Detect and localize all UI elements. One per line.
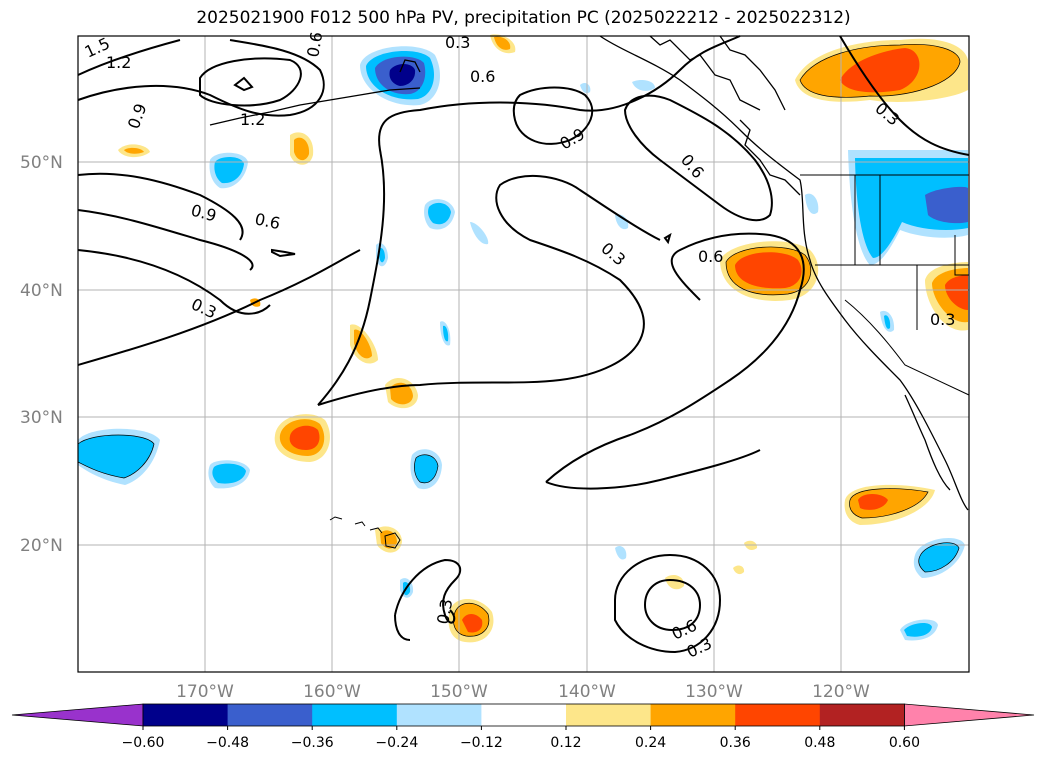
precip-blob <box>735 252 802 289</box>
precip-blob <box>632 80 655 91</box>
lat-label: 40°N <box>20 281 63 301</box>
precip-blob <box>354 329 372 359</box>
lon-label: 140°W <box>558 682 616 702</box>
colorbar-segment <box>735 704 821 726</box>
contour-label: 0.6 <box>253 209 282 233</box>
contour-label: 0.6 <box>303 30 326 58</box>
precip-blob <box>904 623 932 637</box>
lon-axis-labels: 170°W 160°W 150°W 140°W 130°W 120°W <box>176 682 870 702</box>
precip-blob <box>615 546 627 560</box>
precip-blob <box>855 158 968 258</box>
colorbar-tick-label: 0.36 <box>720 735 751 751</box>
precip-blob <box>414 454 438 483</box>
precip-blob <box>389 64 416 86</box>
lon-label: 130°W <box>685 682 743 702</box>
precip-blob <box>884 315 891 329</box>
lon-label: 170°W <box>176 682 234 702</box>
colorbar-extend-min <box>11 703 144 727</box>
colorbar-tick-label: −0.24 <box>375 735 418 751</box>
contour-label: 0.3 <box>445 33 470 52</box>
colorbar-extend-max <box>904 703 1035 727</box>
lon-label: 120°W <box>812 682 870 702</box>
colorbar-segment <box>481 704 567 726</box>
lat-label: 50°N <box>20 153 63 173</box>
precip-blob <box>945 275 968 310</box>
precip-blob <box>212 463 246 484</box>
precip-blob <box>428 202 451 225</box>
precip-blob <box>580 82 591 94</box>
precip-outline <box>77 44 961 637</box>
colorbar-tick-label: 0.48 <box>804 735 835 751</box>
pv-contours <box>77 35 970 654</box>
precip-blob <box>124 147 144 154</box>
contour-label: 0.6 <box>470 67 495 86</box>
precip-blob <box>733 565 745 575</box>
precip-blob <box>925 186 968 224</box>
colorbar-tick-label: 0.60 <box>889 735 920 751</box>
precip-blob <box>665 574 685 590</box>
precip-blob <box>470 222 489 245</box>
islands <box>329 516 401 549</box>
contour-label: 1.2 <box>240 110 265 129</box>
precip-blob <box>390 382 413 405</box>
colorbar-segment <box>143 704 229 726</box>
lat-label: 30°N <box>20 408 63 428</box>
precip-blob <box>443 325 449 342</box>
precip-blob <box>918 542 959 572</box>
figure-title: 2025021900 F012 500 hPa PV, precipitatio… <box>196 8 851 28</box>
colorbar-segment <box>312 704 398 726</box>
colorbar-segment <box>227 704 313 726</box>
colorbar-tick-label: −0.48 <box>206 735 249 751</box>
precip-blob <box>379 248 385 263</box>
lat-axis-labels: 50°N 40°N 30°N 20°N <box>20 153 63 556</box>
map-panel: 1.5 1.2 1.2 0.9 0.6 0.9 0.6 0.3 0.6 0.9 … <box>77 30 970 673</box>
precip-blob <box>294 137 310 161</box>
colorbar-segment <box>566 704 652 726</box>
precip-shading <box>78 34 968 643</box>
colorbar-tick-label: −0.36 <box>291 735 334 751</box>
precip-blob <box>289 425 320 450</box>
precip-blob <box>494 36 511 50</box>
precip-blob <box>214 156 244 184</box>
precip-blob <box>380 530 397 549</box>
contour-label: 0.3 <box>930 310 955 329</box>
colorbar: −0.60 −0.48 −0.36 −0.24 −0.12 0.12 0.24 0.36 0.4… <box>11 703 1035 751</box>
map-frame <box>77 35 970 673</box>
borders <box>800 174 970 396</box>
lon-label: 150°W <box>430 682 488 702</box>
colorbar-tick-label: 0.24 <box>635 735 666 751</box>
colorbar-outline <box>142 703 905 727</box>
lat-label: 20°N <box>20 536 63 556</box>
precip-blob <box>462 614 483 633</box>
colorbar-tick-label: −0.12 <box>460 735 503 751</box>
colorbar-tick-label: −0.60 <box>122 735 165 751</box>
contour-label: 0.3 <box>433 597 456 625</box>
lon-label: 160°W <box>303 682 361 702</box>
colorbar-segment <box>819 704 905 726</box>
precip-blob <box>840 48 920 93</box>
colorbar-segment <box>396 704 482 726</box>
precip-blob <box>805 193 819 215</box>
contour-label: 1.2 <box>106 53 131 72</box>
contour-label: 0.6 <box>698 247 723 266</box>
precip-blob <box>78 435 154 478</box>
precip-blob <box>858 494 888 510</box>
colorbar-tick-label: 0.12 <box>550 735 581 751</box>
colorbar-segment <box>650 704 736 726</box>
precip-blob <box>615 214 629 230</box>
